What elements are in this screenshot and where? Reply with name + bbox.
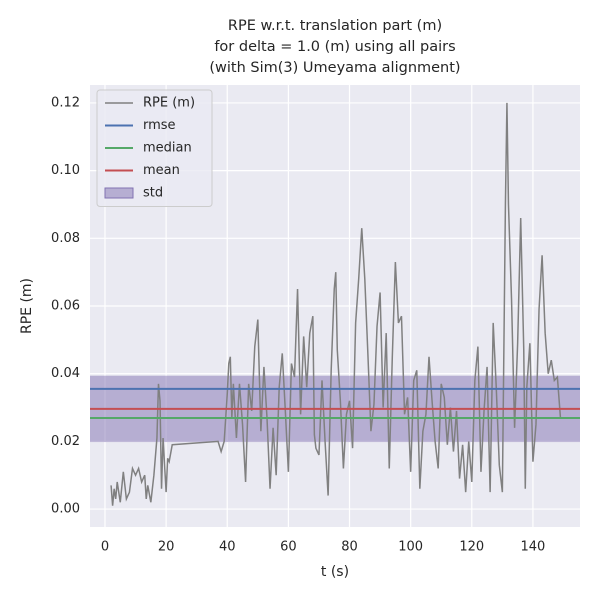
legend-label: mean <box>143 163 180 178</box>
legend-swatch <box>104 187 134 199</box>
y-tick-label: 0.10 <box>51 163 80 178</box>
legend-label: std <box>143 186 163 201</box>
x-tick-label: 0 <box>101 540 109 555</box>
y-tick-label: 0.06 <box>51 299 80 314</box>
data-line <box>110 102 562 506</box>
y-tick-label: 0.02 <box>51 434 80 449</box>
x-tick-label: 140 <box>521 540 546 555</box>
y-axis-label: RPE (m) <box>19 278 35 334</box>
chart-title: RPE w.r.t. translation part (m) <box>228 18 442 34</box>
y-tick-label: 0.04 <box>51 366 80 381</box>
legend-label: median <box>143 141 192 156</box>
x-tick-label: 60 <box>280 540 297 555</box>
legend-label: RPE (m) <box>143 96 195 111</box>
y-tick-label: 0.12 <box>51 95 80 110</box>
y-tick-label: 0.00 <box>51 502 80 517</box>
chart-title: (with Sim(3) Umeyama alignment) <box>209 60 460 76</box>
x-tick-label: 20 <box>158 540 175 555</box>
x-axis-label: t (s) <box>321 564 349 580</box>
x-tick-label: 120 <box>459 540 484 555</box>
legend-label: rmse <box>143 118 176 133</box>
x-tick-label: 80 <box>341 540 358 555</box>
x-tick-label: 40 <box>219 540 236 555</box>
legend-box <box>96 89 213 207</box>
chart-title: for delta = 1.0 (m) using all pairs <box>214 39 455 55</box>
y-tick-label: 0.08 <box>51 231 80 246</box>
x-tick-label: 100 <box>398 540 423 555</box>
